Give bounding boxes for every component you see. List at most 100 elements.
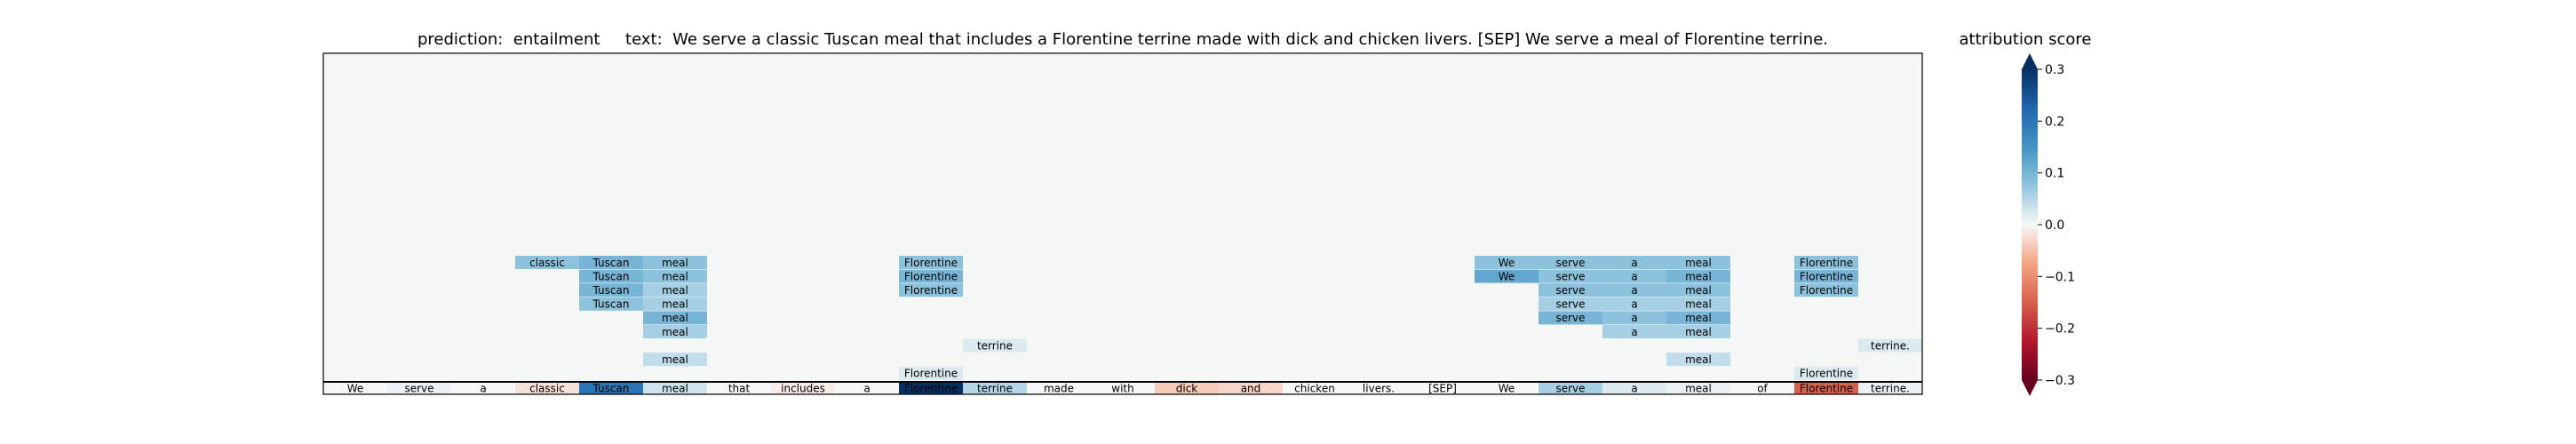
heatmap-cell-label: Florentine <box>904 270 958 282</box>
colorbar-tick-label: −0.1 <box>2045 270 2075 284</box>
token-label: meal <box>1685 383 1712 395</box>
token-cell <box>771 383 835 394</box>
token-label: chicken <box>1294 383 1335 395</box>
token-cell <box>451 383 515 394</box>
token-label: [SEP] <box>1428 383 1457 395</box>
colorbar-ticks: 0.3 0.2 0.1 0.0 −0.1 −0.2 −0.3 <box>2038 63 2075 388</box>
token-cell <box>963 383 1027 394</box>
colorbar-tick-label: 0.2 <box>2045 115 2064 129</box>
token-label: a <box>1631 383 1637 395</box>
token-label: terrine <box>977 383 1013 395</box>
heatmap-cell <box>643 269 707 283</box>
heatmap-cell <box>579 269 643 283</box>
heatmap-cell <box>1602 256 1666 269</box>
token-label: includes <box>781 383 825 395</box>
heatmap-cell-label: Florentine <box>1800 257 1853 269</box>
token-cell <box>1219 383 1283 394</box>
heatmap-cell <box>1794 256 1858 269</box>
token-label: livers. <box>1363 383 1395 395</box>
token-cell <box>323 383 387 394</box>
heatmap-cell-label: meal <box>662 298 688 311</box>
token-label: a <box>863 383 870 395</box>
heatmap-cell <box>1602 325 1666 338</box>
token-label: with <box>1111 383 1133 395</box>
heatmap-cell <box>1666 297 1730 311</box>
heatmap-cell-label: Florentine <box>904 257 958 269</box>
colorbar-bottom-extension <box>2022 380 2038 396</box>
heatmap-cell-label: terrine <box>977 339 1013 352</box>
token-cell <box>515 383 579 394</box>
heatmap-cell <box>643 311 707 325</box>
colorbar-gradient <box>2022 69 2038 380</box>
heatmap-cell-label: We <box>1499 270 1515 282</box>
heatmap-cell-label: classic <box>529 257 565 269</box>
heatmap-cell <box>1602 269 1666 283</box>
heatmap-cell <box>1538 283 1602 297</box>
heatmap-cell <box>579 283 643 297</box>
heatmap-cell <box>643 325 707 338</box>
heatmap-cell <box>899 366 963 380</box>
heatmap-cell-label: meal <box>662 284 688 297</box>
heatmap-cell-label: meal <box>1685 284 1712 297</box>
heatmap-cell-label: a <box>1631 326 1637 338</box>
heatmap-cell <box>899 256 963 269</box>
heatmap-cell <box>1475 269 1538 283</box>
heatmap-cell <box>1538 269 1602 283</box>
heatmap-cell <box>1475 256 1538 269</box>
token-label: terrine. <box>1871 383 1910 395</box>
token-cell <box>643 383 707 394</box>
heatmap-cell-label: Florentine <box>1800 284 1853 297</box>
heatmap-cell-label: Florentine <box>904 368 958 380</box>
heatmap-cell <box>1794 283 1858 297</box>
token-label: serve <box>404 383 433 395</box>
heatmap-cell-label: meal <box>662 312 688 324</box>
heatmap-cell-label: meal <box>1685 326 1712 338</box>
heatmap-cell-label: meal <box>1685 353 1712 366</box>
heatmap-cell-label: Tuscan <box>592 298 630 311</box>
heatmap-cell-label: Florentine <box>904 284 958 297</box>
heatmap-cell <box>963 338 1027 353</box>
heatmap-cell-label: Tuscan <box>592 284 630 297</box>
token-cell <box>1347 383 1411 394</box>
heatmap-cell-label: meal <box>662 326 688 338</box>
heatmap-cell-label: a <box>1631 257 1637 269</box>
heatmap-cell-label: meal <box>662 270 688 282</box>
colorbar-tick-label: 0.3 <box>2045 63 2064 77</box>
colorbar-tick-label: 0.0 <box>2045 218 2064 233</box>
token-cell <box>387 383 451 394</box>
heatmap-cell-label: Florentine <box>1800 368 1853 380</box>
token-cell <box>1475 383 1538 394</box>
token-cell <box>579 383 643 394</box>
token-cell <box>707 383 771 394</box>
heatmap-cell-label: Florentine <box>1800 270 1853 282</box>
token-cell <box>1091 383 1155 394</box>
heatmap-cell <box>643 283 707 297</box>
heatmap-cell-label: serve <box>1555 257 1585 269</box>
heatmap-cell-label: meal <box>662 257 688 269</box>
token-label: We <box>1499 383 1515 395</box>
heatmap-cell-label: serve <box>1555 284 1585 297</box>
heatmap-cell <box>579 297 643 311</box>
heatmap-cell <box>1794 269 1858 283</box>
token-cell <box>899 383 963 394</box>
heatmap-cell <box>1666 353 1730 367</box>
colorbar: 0.3 0.2 0.1 0.0 −0.1 −0.2 −0.3 <box>2022 53 2075 396</box>
heatmap-cell <box>1538 311 1602 325</box>
heatmap-cell <box>1666 283 1730 297</box>
heatmap-cell <box>899 283 963 297</box>
heatmap-cell-label: Tuscan <box>592 270 630 282</box>
heatmap-cell <box>899 269 963 283</box>
heatmap-cell <box>1538 256 1602 269</box>
heatmap-cell-label: We <box>1499 257 1515 269</box>
heatmap-cell <box>1602 283 1666 297</box>
colorbar-tick-label: −0.3 <box>2045 374 2075 388</box>
chart-title: prediction: entailment text: We serve a … <box>417 30 1829 49</box>
heatmap-cell <box>1538 297 1602 311</box>
heatmap-cell <box>1666 256 1730 269</box>
colorbar-tick-label: 0.1 <box>2045 167 2064 181</box>
heatmap-cell <box>1666 325 1730 338</box>
heatmap-cell-label: Tuscan <box>592 257 630 269</box>
token-cell <box>1283 383 1347 394</box>
token-cell <box>1602 383 1666 394</box>
